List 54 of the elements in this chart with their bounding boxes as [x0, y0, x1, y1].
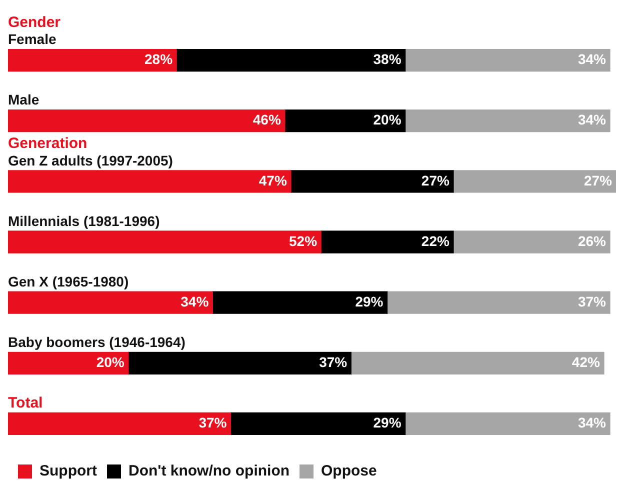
y-tick-label: Millennials (1981-1996): [8, 212, 160, 229]
legend-label: Oppose: [321, 462, 377, 480]
data-label: 20%: [373, 112, 402, 128]
data-label: 52%: [289, 232, 318, 249]
bar: [8, 48, 177, 72]
data-label: 34%: [180, 293, 210, 310]
data-label: 42%: [572, 354, 600, 370]
data-label: 29%: [355, 293, 384, 310]
bar: [350, 352, 604, 374]
bar: [8, 412, 232, 436]
y-tick-label: Baby boomers (1946-1964): [8, 334, 186, 350]
data-label: 37%: [578, 293, 607, 310]
bar: [404, 48, 610, 72]
data-label: 37%: [198, 414, 228, 431]
data-label: 34%: [578, 51, 607, 68]
bar: [320, 230, 454, 254]
bar: [128, 352, 352, 374]
bar: [8, 110, 286, 132]
legend-label: Support: [40, 462, 97, 480]
bar: [8, 352, 129, 374]
data-label: 22%: [421, 232, 450, 249]
bar: [212, 291, 388, 314]
data-label: 27%: [421, 172, 450, 188]
data-label: 37%: [319, 354, 348, 370]
bar: [386, 291, 610, 314]
bar: [404, 412, 610, 436]
legend-label: Don't know/no opinion: [128, 462, 290, 480]
bar: [8, 170, 292, 193]
data-label: 46%: [252, 112, 282, 128]
bar: [8, 291, 214, 314]
bar: [230, 412, 406, 436]
bar: [453, 230, 610, 254]
bar: [176, 48, 406, 72]
bar: [290, 170, 454, 193]
data-label: 27%: [584, 172, 613, 188]
annotation: Total: [8, 394, 43, 412]
bar: [453, 170, 616, 193]
data-label: 20%: [96, 354, 125, 370]
bar: [8, 230, 322, 254]
y-tick-label: Gen X (1965-1980): [8, 273, 129, 290]
y-tick-label: Female: [8, 31, 56, 48]
data-label: 34%: [578, 112, 607, 128]
data-label: 28%: [144, 51, 174, 68]
y-tick-label: Male: [8, 92, 40, 108]
data-label: 26%: [578, 232, 607, 249]
annotation: Generation: [8, 135, 88, 152]
y-tick-label: Gen Z adults (1997-2005): [8, 152, 173, 168]
bar: [404, 110, 610, 132]
bar: [284, 110, 406, 132]
data-label: 34%: [578, 414, 607, 431]
data-label: 47%: [258, 172, 288, 188]
annotation: Gender: [8, 14, 61, 31]
data-label: 29%: [373, 414, 402, 431]
data-label: 38%: [373, 51, 402, 68]
